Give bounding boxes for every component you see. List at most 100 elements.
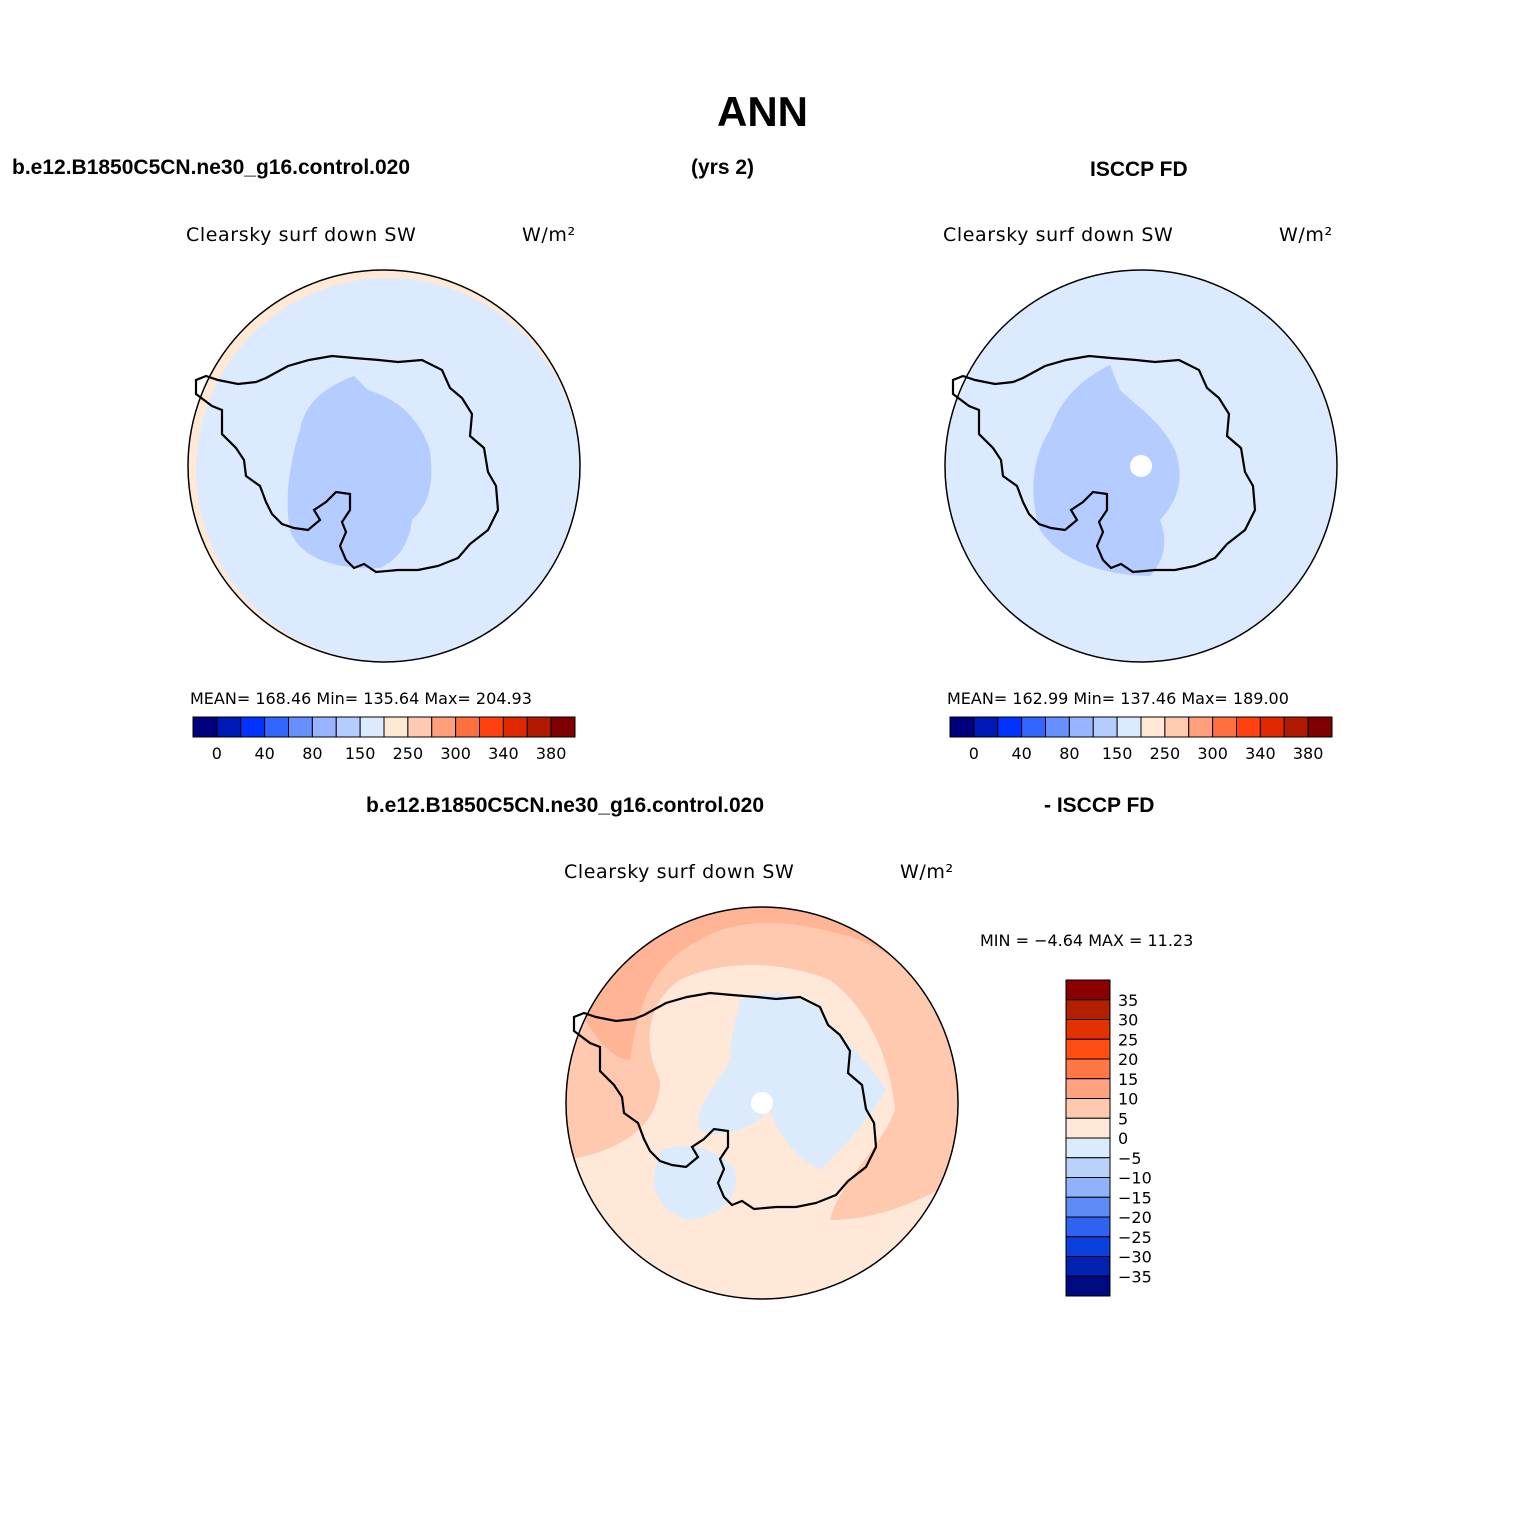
obs-colorbar-tick-label: 300 bbox=[1197, 744, 1228, 763]
obs-name-header: ISCCP FD bbox=[1090, 158, 1188, 181]
diff-colorbar-box bbox=[1065, 1038, 1111, 1060]
diff-colorbar-tick-label: 35 bbox=[1118, 991, 1138, 1010]
diff-colorbar-box bbox=[1065, 1058, 1111, 1080]
model-colorbar-tick-label: 0 bbox=[212, 744, 222, 763]
obs-colorbar-box bbox=[1307, 716, 1333, 738]
diff-colorbar-tick-label: 25 bbox=[1118, 1030, 1138, 1049]
model-colorbar-tick-label: 340 bbox=[488, 744, 519, 763]
obs-colorbar-box bbox=[949, 716, 975, 738]
model-colorbar-tick-label: 150 bbox=[345, 744, 376, 763]
obs-colorbar-box bbox=[1283, 716, 1309, 738]
diff-colorbar-box bbox=[1065, 1256, 1111, 1277]
model-colorbar-tick-label: 80 bbox=[302, 744, 322, 763]
obs-map-border bbox=[944, 269, 1338, 663]
model-colorbar-box bbox=[288, 716, 313, 738]
diff-field-cool-continent bbox=[697, 993, 886, 1170]
model-colorbar-box bbox=[192, 716, 218, 738]
model-variable-label: Clearsky surf down SW bbox=[186, 224, 417, 246]
obs-colorbar-box bbox=[1092, 716, 1118, 738]
diff-colorbar-tick-label: −10 bbox=[1118, 1169, 1152, 1188]
diff-units-label: W/m² bbox=[900, 861, 954, 883]
model-colorbar-box bbox=[264, 716, 289, 738]
diff-colorbar-tick-label: 10 bbox=[1118, 1090, 1138, 1109]
diff-colorbar-box bbox=[1065, 999, 1111, 1020]
diff-colorbar-tick-label: −30 bbox=[1118, 1248, 1152, 1267]
years-header: (yrs 2) bbox=[691, 156, 755, 179]
obs-field-medium bbox=[1033, 365, 1180, 576]
obs-colorbar-tick-label: 250 bbox=[1150, 744, 1181, 763]
diff-colorbar-box bbox=[1065, 979, 1111, 1001]
diff-colorbar-box bbox=[1065, 1137, 1111, 1159]
obs-colorbar-tick-label: 150 bbox=[1102, 744, 1133, 763]
model-map bbox=[187, 269, 581, 663]
diff-colorbar-box bbox=[1065, 1117, 1111, 1139]
diff-colorbar-tick-label: −20 bbox=[1118, 1208, 1152, 1227]
obs-colorbar-box bbox=[1021, 716, 1046, 738]
obs-colorbar-box bbox=[997, 716, 1023, 738]
obs-colorbar-box bbox=[1188, 716, 1214, 738]
obs-map bbox=[944, 269, 1338, 663]
model-colorbar-box bbox=[383, 716, 409, 738]
obs-colorbar-box bbox=[973, 716, 999, 738]
diff-colorbar-tick-label: 30 bbox=[1118, 1011, 1138, 1030]
obs-colorbar-box bbox=[1212, 716, 1237, 738]
model-colorbar-box bbox=[407, 716, 433, 738]
diff-colorbar-tick-label: 15 bbox=[1118, 1070, 1138, 1089]
main-title: ANN bbox=[717, 88, 808, 135]
model-colorbar-box bbox=[479, 716, 504, 738]
model-colorbar-box bbox=[526, 716, 552, 738]
diff-colorbar-box bbox=[1065, 1216, 1111, 1238]
diff-colorbar-tick-label: −25 bbox=[1118, 1228, 1152, 1247]
obs-colorbar-box bbox=[1045, 716, 1070, 738]
diff-colorbar-box bbox=[1065, 1275, 1111, 1297]
diff-colorbar-box bbox=[1065, 1177, 1111, 1198]
obs-stats: MEAN= 162.99 Min= 137.46 Max= 189.00 bbox=[947, 689, 1289, 708]
diff-colorbar-box bbox=[1065, 1236, 1111, 1257]
diff-colorbar-box bbox=[1065, 1098, 1111, 1119]
model-units-label: W/m² bbox=[522, 224, 576, 246]
model-colorbar-box bbox=[335, 716, 361, 738]
diff-colorbar-tick-label: 0 bbox=[1118, 1129, 1128, 1148]
diff-map-border bbox=[565, 906, 959, 1300]
model-colorbar-tick-label: 380 bbox=[536, 744, 567, 763]
obs-colorbar-tick-label: 340 bbox=[1245, 744, 1276, 763]
obs-units-label: W/m² bbox=[1279, 224, 1333, 246]
obs-colorbar-box bbox=[1164, 716, 1190, 738]
obs-colorbar-box bbox=[1259, 716, 1285, 738]
diff-pole-hole bbox=[751, 1092, 773, 1114]
diff-colorbar-box bbox=[1065, 1196, 1111, 1218]
model-colorbar-box bbox=[311, 716, 337, 738]
diff-colorbar-tick-label: −5 bbox=[1118, 1149, 1142, 1168]
obs-colorbar-tick-label: 80 bbox=[1059, 744, 1079, 763]
model-map-border bbox=[187, 269, 581, 663]
diff-stats: MIN = −4.64 MAX = 11.23 bbox=[980, 931, 1194, 950]
model-stats: MEAN= 168.46 Min= 135.64 Max= 204.93 bbox=[190, 689, 532, 708]
model-colorbar-box bbox=[431, 716, 457, 738]
diff-field-warmer bbox=[566, 907, 958, 1060]
obs-colorbar-tick-label: 40 bbox=[1011, 744, 1031, 763]
model-field-medium bbox=[287, 376, 432, 569]
obs-colorbar-box bbox=[1236, 716, 1261, 738]
model-colorbar-box bbox=[359, 716, 385, 738]
model-colorbar: 0 40 80 150 250 300 340 380 bbox=[192, 716, 576, 763]
model-colorbar-box bbox=[216, 716, 242, 738]
obs-variable-label: Clearsky surf down SW bbox=[943, 224, 1174, 246]
model-colorbar-box bbox=[455, 716, 480, 738]
diff-variable-label: Clearsky surf down SW bbox=[564, 861, 795, 883]
obs-pole-hole bbox=[1130, 455, 1152, 477]
obs-colorbar-box bbox=[1068, 716, 1094, 738]
model-colorbar-tick-label: 300 bbox=[440, 744, 471, 763]
model-colorbar-box bbox=[240, 716, 266, 738]
model-colorbar-box bbox=[550, 716, 576, 738]
diff-colorbar-box bbox=[1065, 1019, 1111, 1040]
diff-case-name-header: b.e12.B1850C5CN.ne30_g16.control.020 bbox=[366, 794, 765, 817]
diff-colorbar-box bbox=[1065, 1157, 1111, 1178]
obs-colorbar-tick-label: 0 bbox=[969, 744, 979, 763]
obs-colorbar: 0 40 80 150 250 300 340 380 bbox=[949, 716, 1333, 763]
diff-colorbar-tick-label: −35 bbox=[1118, 1267, 1152, 1286]
model-colorbar-tick-label: 250 bbox=[393, 744, 424, 763]
diff-colorbar-tick-label: 20 bbox=[1118, 1050, 1138, 1069]
case-name-header: b.e12.B1850C5CN.ne30_g16.control.020 bbox=[12, 156, 411, 179]
